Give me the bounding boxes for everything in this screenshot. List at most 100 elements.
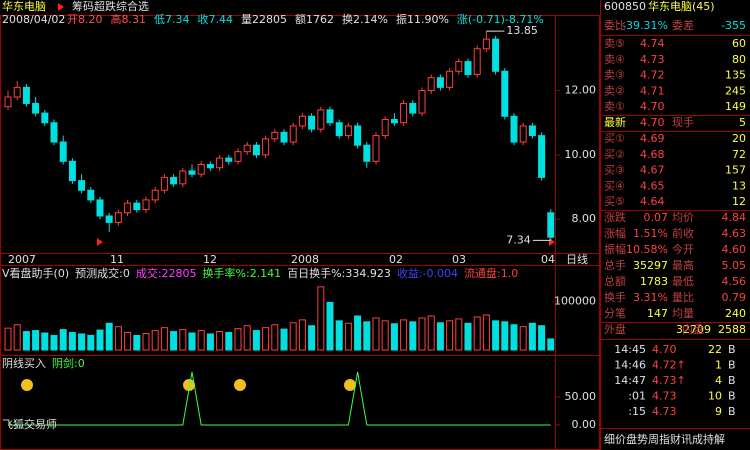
- price: 4.72: [640, 69, 665, 82]
- label: 量比: [672, 291, 694, 304]
- candle-body: [427, 77, 435, 92]
- volume-bar: [133, 334, 141, 351]
- volume: 157: [725, 164, 746, 177]
- volume-bar: [363, 321, 371, 351]
- value: 1.51%: [633, 227, 668, 240]
- indicator-name: 筹码超跌综合选: [72, 0, 149, 13]
- x-tick-label: 02: [389, 253, 403, 266]
- volume-bar: [216, 331, 224, 351]
- candle-body: [170, 176, 178, 185]
- volume-bar: [482, 314, 490, 351]
- tick-volume: 10: [708, 390, 722, 403]
- volume-bar: [354, 315, 362, 351]
- tick-side: B: [728, 390, 736, 403]
- volume-bar: [455, 318, 463, 351]
- value: 3.31%: [633, 291, 668, 304]
- price: 4.68: [640, 148, 665, 161]
- value: 4.56: [722, 275, 747, 288]
- tick-side: B: [728, 405, 736, 418]
- volume-bar: [4, 327, 12, 351]
- candle-body: [308, 115, 316, 130]
- value: 0.79: [722, 291, 747, 304]
- date: 2008/04/02: [2, 13, 65, 26]
- volume-bar: [87, 334, 95, 351]
- x-tick-label: 04: [541, 253, 555, 266]
- candle-body: [501, 70, 509, 117]
- candle-body: [216, 157, 224, 169]
- label: 涨跌: [604, 210, 626, 224]
- candle-body: [243, 144, 251, 153]
- candle-body: [252, 144, 260, 156]
- value: 35297: [633, 259, 668, 272]
- label: 总手: [604, 258, 626, 272]
- value: 10.58%: [626, 243, 668, 256]
- volume-bar: [59, 329, 67, 351]
- candle-body: [381, 119, 389, 137]
- panel-title: 流通盘:1.0: [464, 266, 518, 280]
- volume: 245: [725, 84, 746, 97]
- value: 4.84: [722, 211, 747, 224]
- volume-bar: [252, 330, 260, 351]
- volume-bar: [538, 325, 546, 351]
- candle-body: [151, 189, 159, 201]
- panel-title: 成交:22805: [136, 266, 197, 280]
- label: 内盘: [682, 322, 704, 336]
- signal-icons: [21, 379, 356, 391]
- candle-body: [124, 202, 132, 214]
- label: 卖②: [604, 84, 625, 97]
- volume-bar: [13, 324, 21, 351]
- candle-body: [68, 160, 76, 182]
- tick-side: B: [728, 374, 736, 387]
- label: 卖⑤: [604, 37, 625, 50]
- panel-title: 阴线买入: [2, 356, 46, 370]
- candle-body: [519, 125, 527, 143]
- quote-item: 低7.34: [154, 13, 190, 26]
- marker: [97, 238, 103, 246]
- candle-body: [13, 86, 21, 98]
- tick-price: 4.72↑: [652, 359, 686, 372]
- candle-body: [50, 122, 58, 143]
- label: 买②: [604, 148, 625, 161]
- label: 总额: [604, 274, 626, 288]
- volume: 13: [732, 179, 746, 192]
- label: 最低: [672, 275, 694, 288]
- candle-body: [4, 96, 12, 108]
- label: 今开: [672, 242, 694, 256]
- y-tick-label: 12.00: [565, 84, 597, 97]
- volume-bar: [372, 317, 380, 351]
- label: 均价: [672, 211, 694, 224]
- quote-item: 额1762: [295, 13, 334, 26]
- label: 分笔: [604, 306, 626, 320]
- candle-body: [473, 48, 481, 75]
- candle-body: [188, 170, 196, 175]
- value: 4.60: [722, 243, 747, 256]
- volume: 5: [739, 116, 746, 129]
- panel-name: 华东电脑(45): [648, 0, 715, 13]
- quote-item: 振11.90%: [396, 12, 449, 26]
- y-tick-label: 10.00: [565, 148, 597, 161]
- panel-title: 收益:-0.004: [397, 266, 458, 280]
- volume-bar: [409, 321, 417, 351]
- tick-price: 4.73↑: [652, 374, 686, 387]
- tick-volume: 9: [715, 405, 722, 418]
- volume-bar: [32, 330, 40, 351]
- y-tick-label: 0.00: [572, 418, 597, 431]
- label: 买①: [604, 132, 625, 145]
- stock-name: 华东电脑: [2, 0, 46, 13]
- tick-volume: 22: [708, 343, 722, 356]
- volume-bar: [262, 327, 270, 351]
- candle-body: [96, 199, 104, 217]
- candle-body: [114, 212, 122, 223]
- volume-bar: [381, 320, 389, 351]
- tabs[interactable]: 细价盘势周指财讯成持解: [604, 432, 725, 446]
- tick-price: 4.73: [652, 390, 677, 403]
- candle-body: [234, 151, 242, 162]
- candle-body: [372, 135, 380, 162]
- tick-side: B: [728, 343, 736, 356]
- candle-body: [271, 131, 279, 140]
- volume-bar: [528, 322, 536, 351]
- code: 600850: [604, 0, 646, 13]
- candle-body: [400, 102, 408, 124]
